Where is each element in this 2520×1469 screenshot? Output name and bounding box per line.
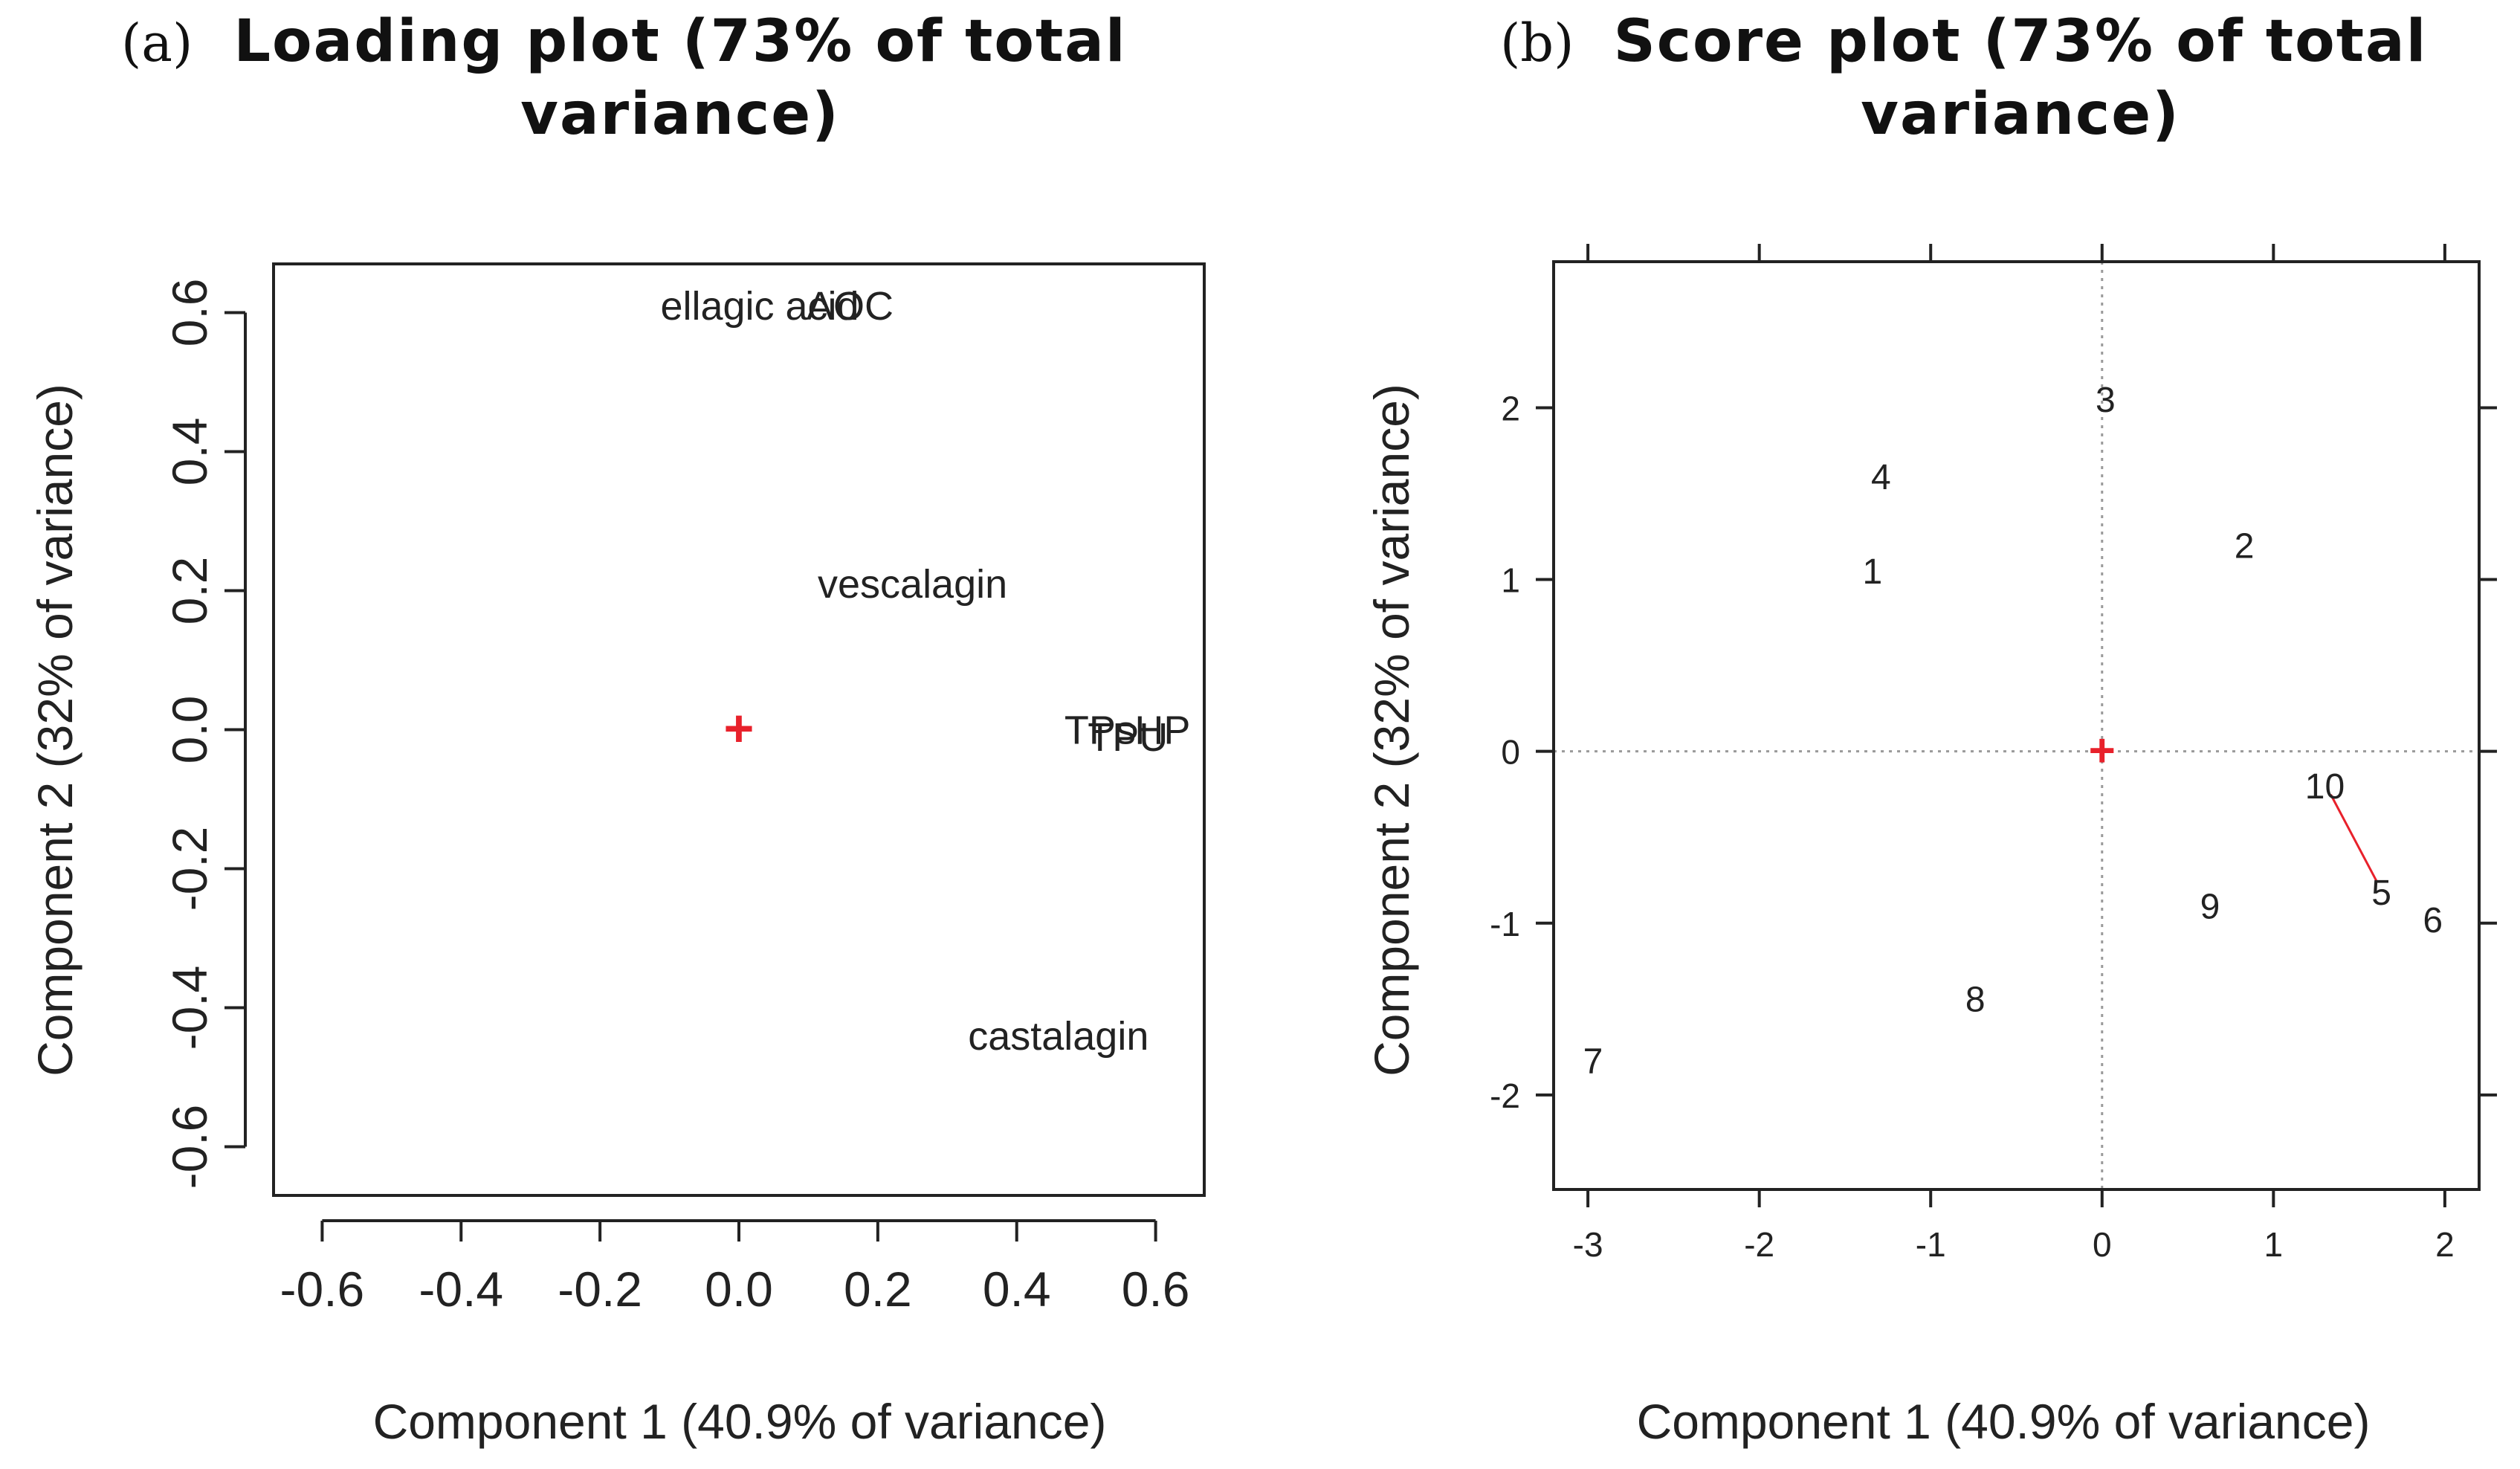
score-point-label: 1 (1862, 552, 1882, 592)
loading-point-label: TPs (1064, 708, 1136, 753)
score-plot-grid (1554, 262, 2479, 1189)
score-plot: -3 -2 -1 0 1 2 -2 -1 0 1 2 +1 2 3 4 56 7 8 9 10 Component … (1364, 244, 2497, 1449)
score-plot-x-tick-label: -3 (1573, 1225, 1603, 1264)
score-plot-x-tick-label: 0 (2093, 1225, 2112, 1264)
panel-a-title-line-2: variance) (520, 81, 840, 148)
panel-b-title-line-1: Score plot (73% of total (1614, 8, 2428, 75)
loading-plot-x-axis-label: Component 1 (40.9% of variance) (373, 1394, 1107, 1449)
loading-point-label: vescalagin (818, 562, 1007, 607)
score-plot-ticks: -3 -2 -1 0 1 2 -2 -1 0 1 2 (1490, 244, 2497, 1264)
score-plot-x-axis-label: Component 1 (40.9% of variance) (1637, 1394, 2371, 1449)
score-plot-points: +1 2 3 4 56 7 8 9 10 (1583, 381, 2443, 1082)
loading-plot-x-tick-label: 0.4 (983, 1262, 1051, 1317)
score-plot-y-axis-label: Component 2 (32% of variance) (1364, 384, 1419, 1076)
score-plot-y-tick-label: 1 (1501, 561, 1520, 600)
score-plot-x-tick-label: 2 (2435, 1225, 2455, 1264)
score-point-label: 3 (2096, 381, 2116, 420)
score-point-label: 7 (1583, 1042, 1603, 1082)
score-point-label: 6 (2423, 901, 2443, 940)
loading-plot-x-tick-label: -0.6 (280, 1262, 365, 1317)
loading-plot-x-tick-label: 0.2 (844, 1262, 912, 1317)
loading-point-label: HP (1134, 708, 1190, 753)
score-plot-x-tick-label: -1 (1916, 1225, 1946, 1264)
score-point-label: 2 (2235, 526, 2255, 566)
score-plot-y-tick-label: 2 (1501, 389, 1520, 427)
loading-plot: -0.6 -0.4 -0.2 0.0 0.2 0.4 0.6 -0.6 -0.4 -0.2 0.0 0… (28, 262, 1206, 1449)
score-plot-y-tick-label: -1 (1490, 905, 1520, 943)
score-point-label: 5 (2371, 874, 2391, 913)
panel-a-title-line-1: Loading plot (73% of total (233, 8, 1126, 75)
score-plot-frame (1552, 260, 2481, 1191)
loading-plot-x-tick-label: 0.0 (705, 1262, 773, 1317)
loading-plot-ticks: -0.6 -0.4 -0.2 0.0 0.2 0.4 0.6 -0.6 -0.4 -0.2 0.0 0… (162, 279, 1189, 1317)
loading-plot-x-tick-label: 0.6 (1122, 1262, 1190, 1317)
loading-plot-y-tick-label: -0.6 (162, 1105, 217, 1189)
loading-plot-y-axis-label: Component 2 (32% of variance) (28, 384, 83, 1076)
panel-b-title-line-2: variance) (1861, 81, 2180, 148)
loading-plot-x-tick-label: -0.2 (558, 1262, 642, 1317)
loading-plot-y-tick-label: -0.4 (162, 966, 217, 1050)
loading-plot-x-tick-label: -0.4 (419, 1262, 503, 1317)
panel-b-letter: (b) (1500, 13, 1574, 74)
loading-point-label: AOC (807, 284, 894, 329)
score-plot-y-tick-label: -2 (1490, 1076, 1520, 1115)
panel-a-letter: (a) (121, 13, 193, 74)
score-plot-x-tick-label: -2 (1744, 1225, 1774, 1264)
loading-plot-frame (272, 262, 1206, 1197)
score-plot-connector-line (2330, 794, 2378, 882)
loading-plot-y-tick-label: 0.2 (162, 557, 217, 625)
score-point-label: 10 (2305, 767, 2345, 807)
score-point-label: 8 (1965, 980, 1986, 1019)
loading-plot-y-tick-label: -0.2 (162, 827, 217, 911)
score-point-label: 9 (2200, 888, 2220, 927)
loading-point-label: castalagin (968, 1014, 1148, 1059)
loading-plot-origin-marker: + (724, 700, 755, 758)
score-point-label: 4 (1871, 458, 1891, 497)
score-plot-origin-marker: + (2089, 726, 2116, 777)
loading-plot-y-tick-label: 0.6 (162, 279, 217, 347)
score-plot-x-tick-label: 1 (2264, 1225, 2284, 1264)
loading-plot-y-tick-label: 0.0 (162, 696, 217, 764)
loading-point-label: ellagic acid (660, 284, 859, 329)
loading-plot-y-tick-label: 0.4 (162, 418, 217, 486)
loading-point-label: TPU (1088, 715, 1168, 760)
score-plot-y-tick-label: 0 (1501, 733, 1520, 772)
